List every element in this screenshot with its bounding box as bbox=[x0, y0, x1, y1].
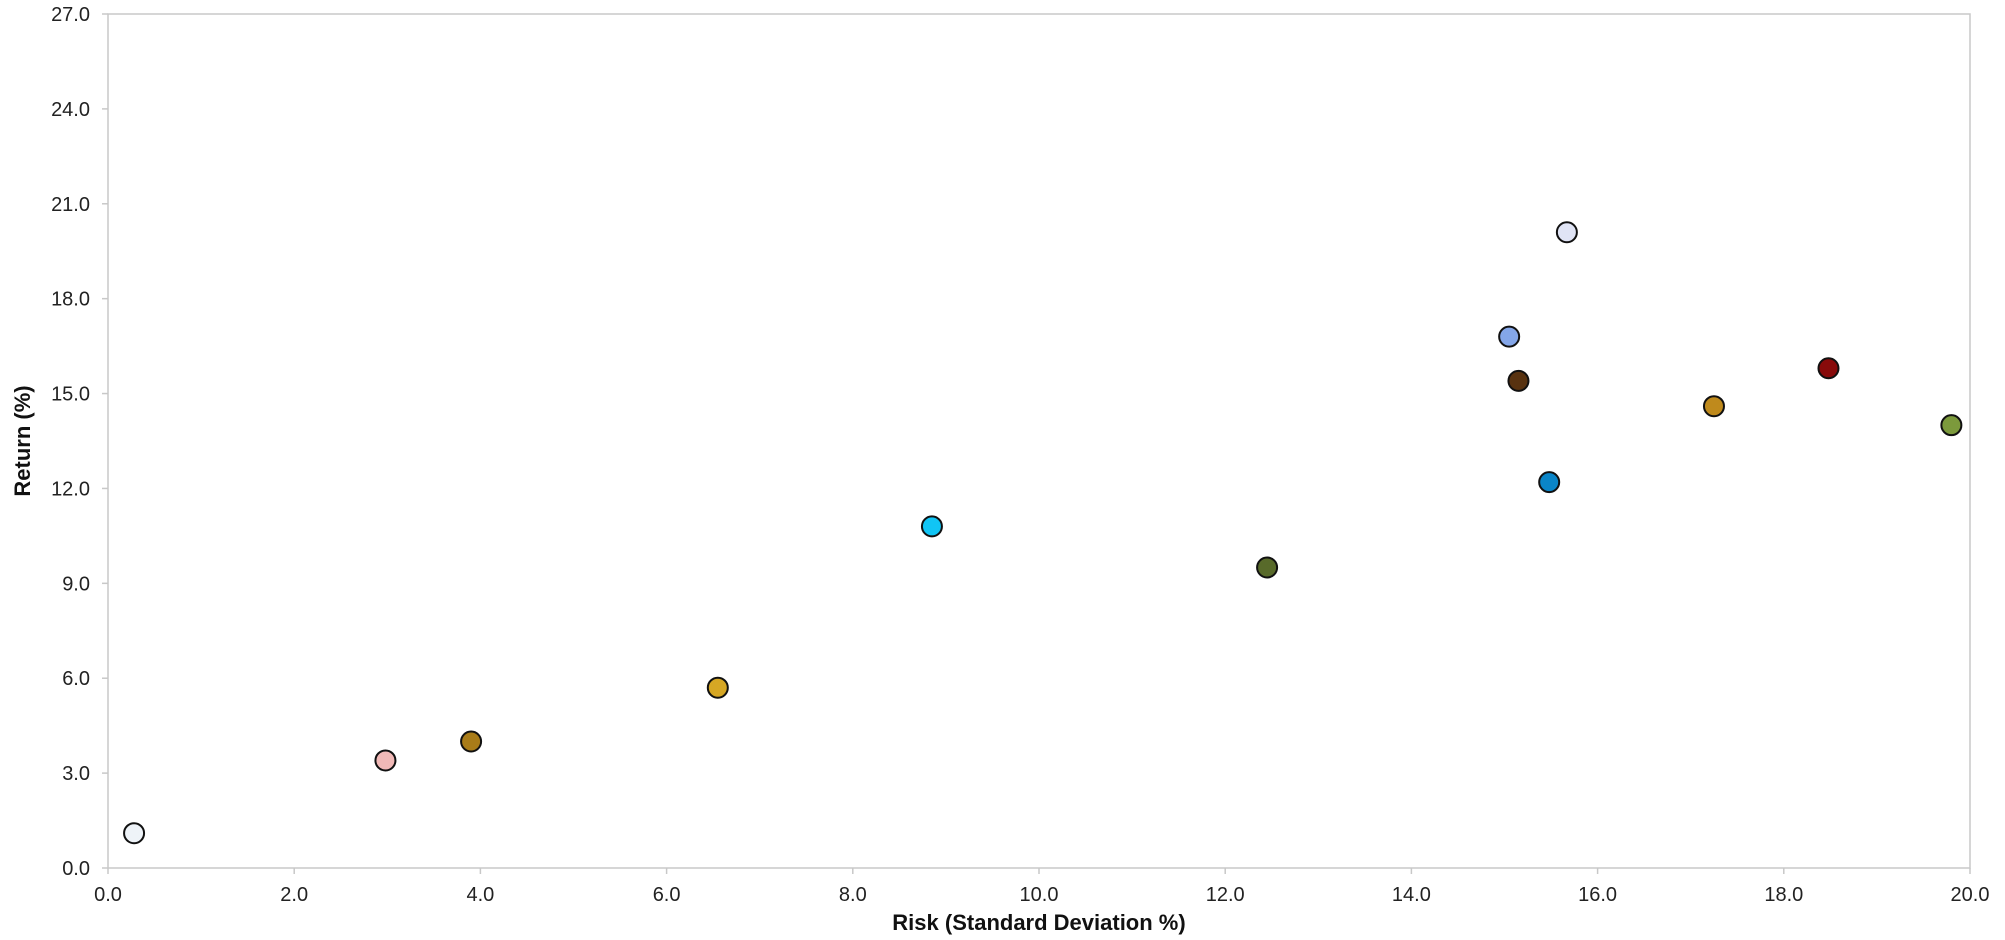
y-tick-label: 3.0 bbox=[62, 763, 90, 785]
y-tick-label: 0.0 bbox=[62, 858, 90, 880]
data-point bbox=[1498, 325, 1521, 348]
x-tick-label: 16.0 bbox=[1578, 884, 1617, 906]
x-tick-label: 2.0 bbox=[280, 884, 308, 906]
data-point bbox=[1507, 369, 1530, 392]
y-axis-ticks: 0.0 3.0 6.0 9.0 12.0 15.0 18.0 21.0 24.0 27.0 bbox=[51, 4, 108, 880]
y-tick-label: 9.0 bbox=[62, 573, 90, 595]
data-point bbox=[1538, 471, 1561, 494]
data-point bbox=[1940, 414, 1963, 437]
x-tick-label: 10.0 bbox=[1020, 884, 1059, 906]
y-tick-label: 27.0 bbox=[51, 4, 90, 26]
x-tick-label: 8.0 bbox=[839, 884, 867, 906]
y-tick-label: 12.0 bbox=[51, 478, 90, 500]
data-point bbox=[1555, 221, 1578, 244]
data-point bbox=[460, 730, 483, 753]
data-point bbox=[920, 515, 943, 538]
x-tick-label: 6.0 bbox=[653, 884, 681, 906]
x-tick-label: 12.0 bbox=[1206, 884, 1245, 906]
y-tick-label: 6.0 bbox=[62, 668, 90, 690]
x-axis-title: Risk (Standard Deviation %) bbox=[892, 910, 1185, 935]
x-tick-label: 18.0 bbox=[1764, 884, 1803, 906]
y-tick-label: 21.0 bbox=[51, 194, 90, 216]
x-tick-label: 20.0 bbox=[1951, 884, 1990, 906]
y-tick-label: 15.0 bbox=[51, 384, 90, 406]
y-tick-label: 18.0 bbox=[51, 289, 90, 311]
x-tick-label: 14.0 bbox=[1392, 884, 1431, 906]
data-point bbox=[1702, 395, 1725, 418]
data-point bbox=[374, 749, 397, 772]
x-tick-label: 0.0 bbox=[94, 884, 122, 906]
data-points bbox=[123, 221, 1963, 845]
x-tick-label: 4.0 bbox=[466, 884, 494, 906]
data-point bbox=[1817, 357, 1840, 380]
plot-area bbox=[107, 13, 1971, 869]
data-point bbox=[123, 822, 146, 845]
data-point bbox=[706, 676, 729, 699]
y-tick-label: 24.0 bbox=[51, 99, 90, 121]
data-point bbox=[1256, 556, 1279, 579]
x-axis-ticks: 0.0 2.0 4.0 6.0 8.0 10.0 12.0 14.0 16.0 18.0 20.0 bbox=[94, 868, 1989, 906]
y-axis-title: Return (%) bbox=[10, 385, 35, 496]
